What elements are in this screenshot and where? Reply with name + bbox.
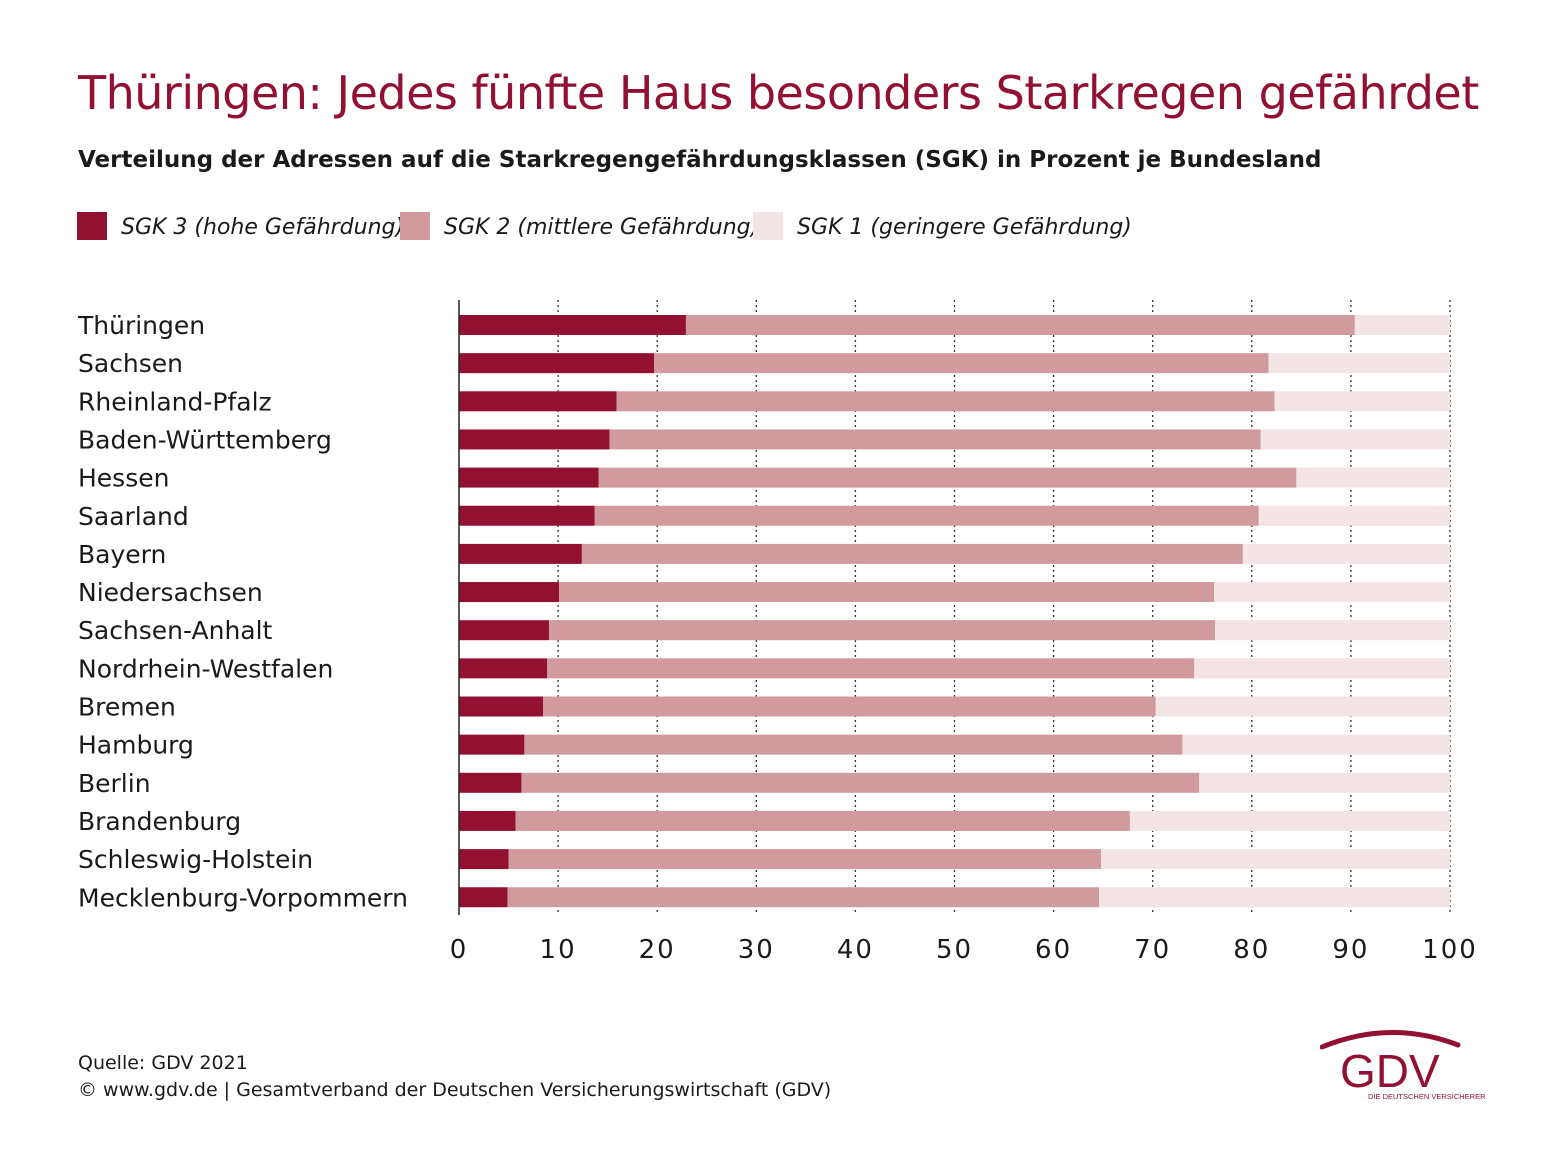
category-label: Bremen bbox=[78, 693, 176, 722]
legend-swatch-sgk1 bbox=[753, 212, 783, 240]
chart-subtitle: Verteilung der Adressen auf die Starkreg… bbox=[78, 147, 1322, 173]
bar-segment-sgk2 bbox=[521, 772, 1200, 793]
bar-segment-sgk2 bbox=[654, 353, 1269, 374]
bar-segment-sgk2 bbox=[543, 696, 1156, 717]
chart-title: Thüringen: Jedes fünfte Haus besonders S… bbox=[78, 66, 1479, 120]
bar-segment-sgk1 bbox=[1242, 543, 1450, 564]
x-tick-label: 10 bbox=[540, 935, 577, 965]
bar-segment-sgk2 bbox=[598, 467, 1297, 488]
bar-segment-sgk2 bbox=[581, 543, 1243, 564]
bar-segment-sgk2 bbox=[508, 849, 1102, 870]
x-tick-label: 60 bbox=[1035, 935, 1072, 965]
x-tick-label: 90 bbox=[1332, 935, 1369, 965]
bar-segment-sgk2 bbox=[547, 658, 1195, 679]
bar-segment-sgk1 bbox=[1354, 315, 1450, 335]
category-label: Brandenburg bbox=[78, 807, 241, 836]
legend-label-sgk2: SGK 2 (mittlere Gefährdung) bbox=[444, 215, 760, 240]
bar-segment-sgk3 bbox=[459, 772, 522, 793]
bar-segment-sgk2 bbox=[559, 582, 1215, 603]
category-label: Hamburg bbox=[78, 731, 194, 760]
bar-segment-sgk3 bbox=[459, 887, 508, 908]
bar-segment-sgk1 bbox=[1260, 429, 1450, 450]
bar-segment-sgk3 bbox=[459, 315, 686, 335]
copyright-note: © www.gdv.de | Gesamtverband der Deutsch… bbox=[78, 1079, 832, 1101]
bar-segment-sgk2 bbox=[507, 887, 1100, 908]
x-tick-label: 100 bbox=[1422, 935, 1478, 965]
bar-segment-sgk1 bbox=[1101, 849, 1450, 870]
bar-segment-sgk3 bbox=[459, 810, 516, 831]
bar-segment-sgk3 bbox=[459, 696, 544, 717]
x-tick-label: 20 bbox=[639, 935, 676, 965]
bar-segment-sgk2 bbox=[515, 810, 1130, 831]
bar-segment-sgk3 bbox=[459, 429, 610, 450]
logo-tagline: DIE DEUTSCHEN VERSICHERER bbox=[1368, 1092, 1486, 1101]
bar-segment-sgk1 bbox=[1215, 620, 1450, 641]
category-label: Thüringen bbox=[77, 311, 205, 340]
category-label: Rheinland-Pfalz bbox=[78, 387, 272, 416]
category-label: Sachsen-Anhalt bbox=[78, 616, 273, 645]
logo-arc bbox=[1320, 1030, 1461, 1050]
footer: Quelle: GDV 2021 © www.gdv.de | Gesamtve… bbox=[78, 1050, 831, 1104]
x-tick-label: 50 bbox=[936, 935, 973, 965]
bar-segment-sgk3 bbox=[459, 734, 525, 755]
bar-segment-sgk2 bbox=[549, 620, 1216, 641]
bar-segment-sgk3 bbox=[459, 505, 595, 526]
logo-text: GDV bbox=[1340, 1045, 1440, 1097]
bar-segment-sgk3 bbox=[459, 582, 560, 603]
bar-segment-sgk1 bbox=[1182, 734, 1450, 755]
category-label: Baden-Württemberg bbox=[78, 425, 332, 454]
bar-segment-sgk2 bbox=[609, 429, 1261, 450]
category-label: Berlin bbox=[78, 769, 151, 798]
bar-segment-sgk2 bbox=[685, 315, 1355, 335]
bar-segment-sgk1 bbox=[1194, 658, 1450, 679]
bar-chart: 0 10 20 30 40 50 60 70 80 90 100 Thüringen Sachsen Rh… bbox=[77, 300, 1478, 965]
category-label: Nordrhein-Westfalen bbox=[78, 654, 333, 683]
bar-segment-sgk1 bbox=[1296, 467, 1450, 488]
gdv-logo: GDV DIE DEUTSCHEN VERSICHERER bbox=[1320, 1030, 1486, 1101]
legend-swatch-sgk2 bbox=[400, 212, 430, 240]
x-tick-label: 30 bbox=[738, 935, 775, 965]
bar-segment-sgk3 bbox=[459, 467, 599, 488]
source-note: Quelle: GDV 2021 bbox=[78, 1052, 248, 1074]
bar-segment-sgk1 bbox=[1258, 505, 1450, 526]
bar-segment-sgk3 bbox=[459, 391, 617, 412]
x-tick-label: 40 bbox=[837, 935, 874, 965]
category-label: Bayern bbox=[78, 540, 166, 569]
bar-segment-sgk1 bbox=[1214, 582, 1450, 603]
bar-segment-sgk3 bbox=[459, 658, 548, 679]
category-label: Schleswig-Holstein bbox=[78, 845, 313, 874]
bar-segment-sgk1 bbox=[1268, 353, 1450, 374]
legend-label-sgk3: SGK 3 (hohe Gefährdung) bbox=[121, 215, 405, 240]
bar-segment-sgk3 bbox=[459, 543, 582, 564]
x-tick-label: 70 bbox=[1134, 935, 1171, 965]
bar-segment-sgk2 bbox=[616, 391, 1275, 412]
legend-label-sgk1: SGK 1 (geringere Gefährdung) bbox=[797, 215, 1132, 240]
bar-segment-sgk1 bbox=[1129, 810, 1450, 831]
category-label: Mecklenburg-Vorpommern bbox=[78, 883, 408, 912]
category-label: Sachsen bbox=[78, 349, 183, 378]
bar-segment-sgk3 bbox=[459, 353, 655, 374]
category-label: Niedersachsen bbox=[78, 578, 263, 607]
bar-segment-sgk1 bbox=[1099, 887, 1450, 908]
bar-segment-sgk1 bbox=[1155, 696, 1450, 717]
bar-segment-sgk3 bbox=[459, 849, 509, 870]
bar-segment-sgk3 bbox=[459, 620, 550, 641]
bar-segment-sgk1 bbox=[1274, 391, 1450, 412]
legend-swatch-sgk3 bbox=[77, 212, 107, 240]
bar-segment-sgk2 bbox=[594, 505, 1259, 526]
bar-segment-sgk1 bbox=[1199, 772, 1450, 793]
bar-segment-sgk2 bbox=[524, 734, 1183, 755]
category-label: Saarland bbox=[78, 502, 189, 531]
category-label: Hessen bbox=[78, 464, 169, 493]
x-tick-label: 80 bbox=[1233, 935, 1270, 965]
x-tick-label: 0 bbox=[450, 935, 469, 965]
